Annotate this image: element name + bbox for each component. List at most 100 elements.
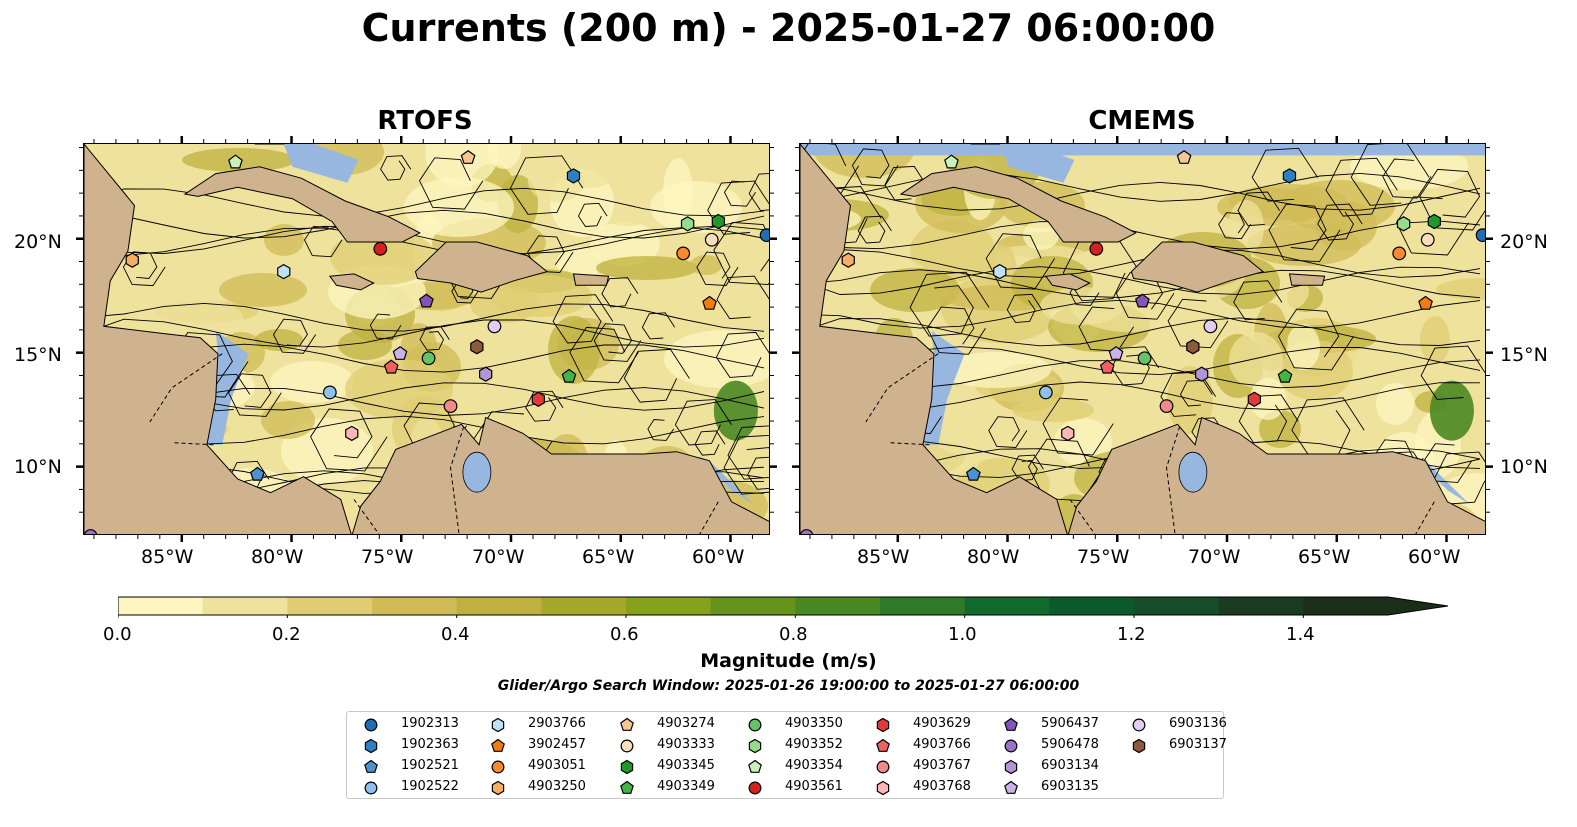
float-marker-6903136[interactable] [1203,319,1218,334]
lat-tick-label: 20°N [14,231,62,253]
float-marker-4903354[interactable] [944,154,959,169]
streamline [84,227,765,256]
legend-marker-shape[interactable] [876,780,890,796]
streamline [1179,379,1213,407]
float-marker-6903137[interactable] [470,339,484,355]
float-marker-2903766[interactable] [993,263,1007,280]
lon-tick-label: 65°W [582,546,635,568]
legend-marker-shape[interactable] [1004,780,1018,794]
float-marker-4903629[interactable] [531,391,545,407]
legend-marker-shape[interactable] [876,760,890,774]
float-marker-1902521[interactable] [249,466,265,481]
streamline [1115,272,1175,320]
legend-marker [620,739,634,753]
float-marker-5906437[interactable] [418,293,434,308]
legend-marker-shape[interactable] [620,780,634,794]
float-marker-6903135[interactable] [1108,345,1124,360]
land [1067,416,1485,534]
legend-marker-shape[interactable] [491,780,505,796]
streamline [525,390,564,422]
legend-marker-shape[interactable] [364,781,378,795]
float-marker-1902313[interactable] [759,228,770,243]
legend-label: 1902521 [401,758,459,773]
float-marker-4903051[interactable] [1392,246,1407,261]
legend-marker-shape[interactable] [748,718,762,732]
float-marker-4903349[interactable] [561,368,577,383]
shelf-mask [283,144,359,183]
legend-marker-shape[interactable] [748,781,762,795]
float-marker-4903250[interactable] [841,252,855,268]
float-marker-4903250[interactable] [125,252,139,268]
float-marker-4903051[interactable] [676,246,691,261]
float-marker-5906478[interactable] [84,529,98,535]
streamline [674,399,732,446]
float-marker-1902363[interactable] [566,168,581,184]
float-marker-4903629[interactable] [1247,391,1261,407]
legend-marker-shape[interactable] [620,739,634,753]
legend-marker-shape[interactable] [1004,739,1018,753]
float-marker-1902363[interactable] [1282,168,1297,184]
legend-marker-shape[interactable] [620,759,634,775]
map-panel-cmems[interactable] [799,143,1486,535]
float-marker-4903345[interactable] [1427,213,1442,230]
legend-marker-shape[interactable] [364,759,378,773]
streamline [1420,345,1485,400]
float-marker-4903345[interactable] [711,213,726,230]
legend-marker-shape[interactable] [491,760,505,774]
float-marker-1902522[interactable] [1038,385,1053,400]
float-marker-4903767[interactable] [443,399,458,413]
float-marker-4903561[interactable] [373,241,388,256]
float-marker-3902457[interactable] [1418,295,1433,310]
float-marker-4903350[interactable] [421,351,436,366]
float-marker-4903766[interactable] [1099,359,1115,374]
float-marker-6903135[interactable] [392,345,408,360]
float-marker-4903352[interactable] [680,216,695,232]
legend-marker-shape[interactable] [364,718,378,732]
float-marker-4903768[interactable] [345,425,359,442]
float-marker-2903766[interactable] [277,263,291,280]
legend-marker-shape[interactable] [1004,717,1018,731]
legend-marker-shape[interactable] [1004,759,1018,775]
float-marker-4903350[interactable] [1137,351,1152,366]
legend-marker-shape[interactable] [1132,718,1146,732]
float-marker-1902522[interactable] [322,385,337,400]
colorbar-segment [202,597,288,615]
map-canvas [84,144,770,535]
legend-label: 4903354 [785,758,843,773]
float-marker-4903354[interactable] [228,154,243,169]
float-marker-6903134[interactable] [479,366,493,382]
float-marker-1902521[interactable] [965,466,981,481]
legend-marker-shape[interactable] [491,738,505,752]
streamline [303,225,343,258]
float-marker-1902313[interactable] [1475,228,1486,243]
float-marker-6903137[interactable] [1186,339,1200,355]
float-marker-4903349[interactable] [1277,368,1293,383]
lon-tick-label: 80°W [967,546,1020,568]
legend-marker-shape[interactable] [748,738,762,754]
legend-marker-shape[interactable] [364,738,378,754]
float-marker-4903274[interactable] [460,149,476,164]
legend-marker-shape[interactable] [876,717,890,733]
float-marker-3902457[interactable] [702,295,717,310]
float-marker-4903333[interactable] [704,232,719,247]
float-marker-4903561[interactable] [1089,241,1104,256]
legend-marker-shape[interactable] [748,759,762,773]
float-marker-4903352[interactable] [1396,216,1411,232]
float-marker-6903136[interactable] [487,319,502,334]
float-marker-5906478[interactable] [800,529,814,535]
float-marker-4903333[interactable] [1420,232,1435,247]
float-marker-4903768[interactable] [1061,425,1075,442]
float-marker-4903766[interactable] [383,359,399,374]
float-marker-4903274[interactable] [1176,149,1192,164]
land [1130,241,1265,293]
map-panel-rtofs[interactable] [83,143,770,535]
float-marker-6903134[interactable] [1195,366,1209,382]
legend-marker-shape[interactable] [876,738,890,752]
legend-marker-shape[interactable] [1132,738,1146,754]
legend-marker [1132,738,1146,754]
float-marker-5906437[interactable] [1134,293,1150,308]
legend-marker-shape[interactable] [620,717,634,731]
legend-marker-shape[interactable] [491,717,505,733]
magnitude-patch [470,285,538,323]
float-marker-4903767[interactable] [1159,399,1174,413]
